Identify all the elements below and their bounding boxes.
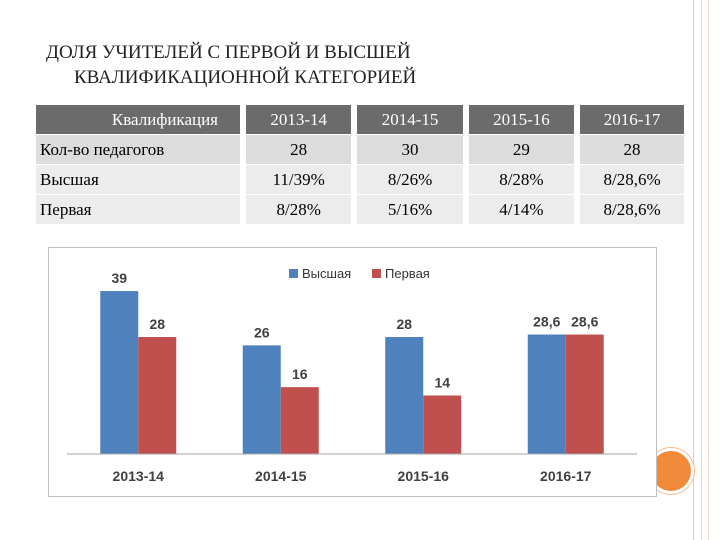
bar-1-1 <box>280 387 319 454</box>
data-label-0-1: 26 <box>254 324 270 340</box>
slide-decoration-lines <box>693 0 720 540</box>
table-row-label: Первая <box>36 194 246 224</box>
bar-chart: Высшая Первая 39 28 2013-14 26 16 2014-15 28 14 20… <box>48 247 657 497</box>
table-header-cell: 2015-16 <box>465 105 581 135</box>
legend-swatch-0 <box>289 269 298 278</box>
x-tick-label-3: 2016-17 <box>540 468 592 484</box>
legend-label-1: Первая <box>385 266 430 281</box>
slide-title: ДОЛЯ УЧИТЕЛЕЙ С ПЕРВОЙ И ВЫСШЕЙ КВАЛИФИК… <box>46 40 646 90</box>
x-tick-label-0: 2013-14 <box>113 468 165 484</box>
table-row: Кол-во педагогов 28 30 29 28 <box>36 134 684 165</box>
table-cell: 11/39% <box>243 164 358 195</box>
table-cell: 4/14% <box>465 194 581 224</box>
bar-0-0 <box>100 291 139 454</box>
table-cell: 8/28,6% <box>577 164 684 195</box>
data-label-1-2: 14 <box>434 375 450 391</box>
table-header-cell: Квалификация <box>36 105 246 135</box>
table-header-cell: 2013-14 <box>243 105 358 135</box>
bar-1-3 <box>565 334 604 454</box>
table-row: Первая 8/28% 5/16% 4/14% 8/28,6% <box>36 194 684 224</box>
bar-0-2 <box>385 337 424 454</box>
legend-label-0: Высшая <box>302 266 351 281</box>
table-row: Высшая 11/39% 8/26% 8/28% 8/28,6% <box>36 164 684 195</box>
table-header-row: Квалификация 2013-14 2014-15 2015-16 201… <box>36 105 684 135</box>
table-header-cell: 2016-17 <box>577 105 684 135</box>
table-cell: 29 <box>465 134 581 165</box>
table-header-cell: 2014-15 <box>354 105 469 135</box>
data-label-0-3: 28,6 <box>533 314 560 330</box>
data-label-0-2: 28 <box>396 316 412 332</box>
data-label-1-0: 28 <box>149 316 165 332</box>
bar-0-1 <box>242 345 281 454</box>
legend-swatch-1 <box>372 269 381 278</box>
table-cell: 28 <box>577 134 684 165</box>
bar-chart-canvas: Высшая Первая 39 28 2013-14 26 16 2014-15 28 14 20… <box>67 266 637 484</box>
table-cell: 28 <box>243 134 358 165</box>
table-row-label: Кол-во педагогов <box>36 134 246 165</box>
bar-1-0 <box>138 337 177 454</box>
table-cell: 8/28% <box>243 194 358 224</box>
data-label-1-3: 28,6 <box>571 314 598 330</box>
table-cell: 30 <box>354 134 469 165</box>
table-cell: 8/28,6% <box>577 194 684 224</box>
data-label-1-1: 16 <box>292 366 308 382</box>
data-label-0-0: 39 <box>111 270 127 286</box>
qualification-table: Квалификация 2013-14 2014-15 2015-16 201… <box>36 105 684 224</box>
table-row-label: Высшая <box>36 164 246 195</box>
table-cell: 8/26% <box>354 164 469 195</box>
title-line-1: ДОЛЯ УЧИТЕЛЕЙ С ПЕРВОЙ И ВЫСШЕЙ <box>46 42 411 63</box>
x-tick-label-1: 2014-15 <box>255 468 307 484</box>
title-line-2: КВАЛИФИКАЦИОННОЙ КАТЕГОРИЕЙ <box>74 67 417 88</box>
bar-0-3 <box>527 334 566 454</box>
table-cell: 5/16% <box>354 194 469 224</box>
table-cell: 8/28% <box>465 164 581 195</box>
bar-1-2 <box>423 395 462 454</box>
x-tick-label-2: 2015-16 <box>398 468 450 484</box>
